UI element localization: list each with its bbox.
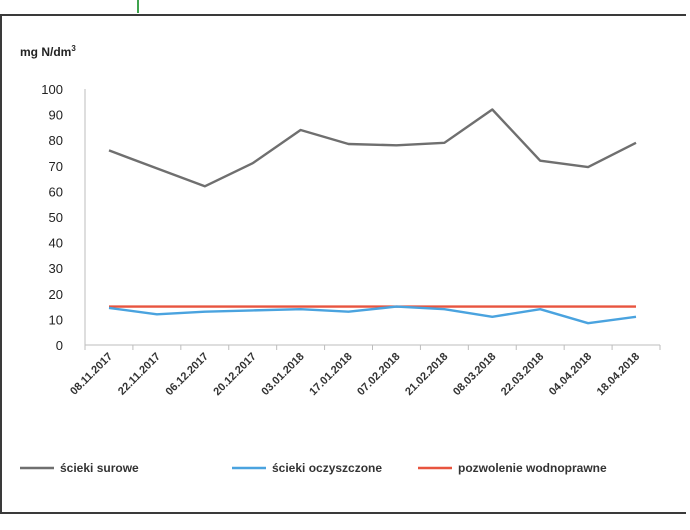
y-tick-label: 50 xyxy=(49,210,63,225)
series-line-1 xyxy=(108,305,637,325)
x-tick-label: 21.02.2018 xyxy=(403,351,450,398)
x-tick-label: 08.11.2017 xyxy=(68,351,115,398)
y-tick-label: 10 xyxy=(49,312,63,327)
y-tick-label: 40 xyxy=(49,236,63,251)
y-tick-label: 60 xyxy=(49,184,63,199)
x-tick-label: 18.04.2018 xyxy=(595,351,642,398)
legend-label: ścieki oczyszczone xyxy=(272,461,382,475)
top-accent-mark xyxy=(137,0,139,13)
y-tick-label: 20 xyxy=(49,287,63,302)
y-tick-label: 30 xyxy=(49,261,63,276)
x-tick-label: 04.04.2018 xyxy=(547,351,594,398)
y-tick-label: 70 xyxy=(49,159,63,174)
x-tick-label: 06.12.2017 xyxy=(163,351,210,398)
x-tick-label: 20.12.2017 xyxy=(211,351,258,398)
y-tick-label: 100 xyxy=(41,82,63,97)
legend-label: pozwolenie wodnoprawne xyxy=(458,461,607,475)
y-tick-label: 80 xyxy=(49,133,63,148)
x-tick-label: 22.03.2018 xyxy=(499,351,546,398)
x-tick-label: 22.11.2017 xyxy=(116,351,163,398)
y-axis-unit-text: mg N/dm xyxy=(20,45,72,59)
series-line-0 xyxy=(108,108,637,188)
x-tick-label: 17.01.2018 xyxy=(307,351,354,398)
x-tick-label: 03.01.2018 xyxy=(259,351,306,398)
y-axis-unit-label: mg N/dm3 xyxy=(20,44,76,59)
x-tick-label: 08.03.2018 xyxy=(451,351,498,398)
y-tick-label: 0 xyxy=(56,338,63,353)
y-tick-label: 90 xyxy=(49,108,63,123)
y-axis-unit-exponent: 3 xyxy=(71,44,76,53)
x-tick-label: 07.02.2018 xyxy=(355,351,402,398)
chart-border xyxy=(0,14,686,514)
legend-label: ścieki surowe xyxy=(60,461,139,475)
